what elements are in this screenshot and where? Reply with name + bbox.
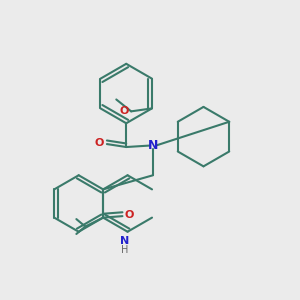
Text: O: O: [119, 106, 129, 116]
Text: O: O: [94, 138, 104, 148]
Text: N: N: [120, 236, 129, 246]
Text: H: H: [121, 245, 128, 255]
Text: O: O: [124, 210, 134, 220]
Text: N: N: [148, 139, 158, 152]
